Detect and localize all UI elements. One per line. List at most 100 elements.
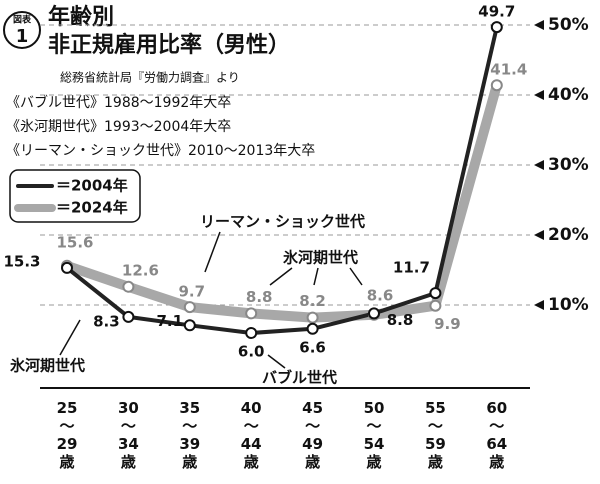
note: 《リーマン・ショック世代》2010〜2013年大卒 <box>6 143 315 159</box>
x-tick-label: 45 〜 49 歳 <box>302 399 323 471</box>
y-tick-label: 40% <box>548 85 589 105</box>
x-tick-part: 34 <box>118 435 139 453</box>
note: 《バブル世代》1988〜1992年大卒 <box>6 94 231 111</box>
x-tick-label: 25 〜 29 歳 <box>57 399 78 471</box>
marker <box>122 280 135 293</box>
marker <box>306 322 319 335</box>
x-tick-part: 59 <box>425 435 446 453</box>
badge <box>3 11 41 49</box>
legend-label: ＝2004年 <box>56 177 128 195</box>
data-label: 49.7 <box>478 3 515 21</box>
x-tick-part: 〜 <box>182 417 197 435</box>
data-label: 12.6 <box>122 261 159 279</box>
x-tick-part: 〜 <box>489 417 504 435</box>
x-tick-label: 30 〜 34 歳 <box>118 399 139 471</box>
marker <box>490 79 503 92</box>
arrow <box>269 267 363 286</box>
x-tick-part: 〜 <box>121 417 136 435</box>
x-tick-part: 39 <box>179 435 200 453</box>
data-label: 11.7 <box>393 259 430 277</box>
x-tick-part: 〜 <box>59 417 74 435</box>
x-tick-part: 40 <box>241 399 262 417</box>
data-label: 7.1 <box>157 312 184 330</box>
x-tick-part: 35 <box>179 399 200 417</box>
tick-arrow <box>534 20 544 30</box>
marker <box>183 301 196 314</box>
x-tick-part: 50 <box>364 399 385 417</box>
marker <box>183 319 196 332</box>
marker <box>61 261 73 274</box>
annotation: 氷河期世代 <box>283 249 358 267</box>
annotation: リーマン・ショック世代 <box>200 213 365 231</box>
annotation: バブル世代 <box>262 369 337 387</box>
x-tick-label: 50 〜 54 歳 <box>364 399 385 471</box>
data-label: 8.3 <box>93 312 120 330</box>
chart-title: 非正規雇用比率（男性） <box>48 32 290 58</box>
x-tick-label: 60 〜 64 歳 <box>486 399 507 471</box>
y-tick-label: 30% <box>548 155 589 175</box>
series-line <box>65 26 499 335</box>
x-tick-part: 歳 <box>121 453 136 471</box>
x-tick-part: 〜 <box>366 417 381 435</box>
data-label: 15.3 <box>3 252 40 270</box>
arrow <box>204 231 221 273</box>
x-tick-label: 35 〜 39 歳 <box>179 399 200 471</box>
x-tick-part: 60 <box>486 399 507 417</box>
badge-number: 1 <box>16 26 29 47</box>
x-tick-part: 歳 <box>428 453 443 471</box>
data-label: 6.6 <box>299 338 326 356</box>
x-tick-part: 55 <box>425 399 446 417</box>
chart-title: 年齢別 <box>48 4 114 30</box>
x-tick-part: 25 <box>57 399 78 417</box>
x-tick-part: 歳 <box>182 453 197 471</box>
x-tick-part: 歳 <box>59 453 74 471</box>
x-tick-part: 歳 <box>305 453 320 471</box>
x-tick-part: 45 <box>302 399 323 417</box>
arrow <box>59 319 81 356</box>
x-tick-part: 〜 <box>428 417 443 435</box>
tick-arrow <box>534 300 544 310</box>
data-label: 8.6 <box>367 286 394 304</box>
tick-arrow <box>534 230 544 240</box>
marker <box>429 287 442 300</box>
x-tick-part: 歳 <box>366 453 381 471</box>
source: 総務省統計局『労働力調査』より <box>60 70 240 85</box>
x-tick-part: 歳 <box>244 453 259 471</box>
data-label: 41.4 <box>490 61 527 79</box>
marker <box>429 299 442 312</box>
legend-label: ＝2024年 <box>56 199 128 217</box>
marker <box>490 21 503 34</box>
marker <box>368 307 380 320</box>
x-tick-part: 64 <box>486 435 507 453</box>
data-label: 8.8 <box>387 311 414 329</box>
series-line <box>65 83 502 323</box>
data-label: 9.7 <box>179 283 206 301</box>
x-tick-part: 歳 <box>489 453 504 471</box>
x-tick-part: 〜 <box>244 417 259 435</box>
x-tick-part: 49 <box>302 435 323 453</box>
data-label: 8.2 <box>299 292 326 310</box>
arrow <box>267 354 286 369</box>
x-tick-label: 55 〜 59 歳 <box>425 399 446 471</box>
annotation: 氷河期世代 <box>10 357 85 375</box>
x-tick-part: 30 <box>118 399 139 417</box>
note: 《氷河期世代》1993〜2004年大卒 <box>6 119 231 135</box>
marker <box>245 307 258 320</box>
data-label: 9.9 <box>434 315 461 333</box>
marker <box>122 310 135 323</box>
x-tick-label: 40 〜 44 歳 <box>241 399 262 471</box>
data-label: 15.6 <box>56 233 93 251</box>
y-tick-label: 20% <box>548 225 589 245</box>
x-tick-part: 44 <box>241 435 262 453</box>
marker <box>245 327 258 339</box>
y-tick-label: 50% <box>548 15 589 35</box>
marker <box>306 311 319 324</box>
x-tick-part: 〜 <box>305 417 320 435</box>
x-tick-part: 29 <box>57 435 78 453</box>
x-tick-part: 54 <box>364 435 385 453</box>
badge-top: 図表 <box>13 14 32 26</box>
tick-arrow <box>534 90 544 100</box>
data-label: 8.8 <box>246 288 273 306</box>
